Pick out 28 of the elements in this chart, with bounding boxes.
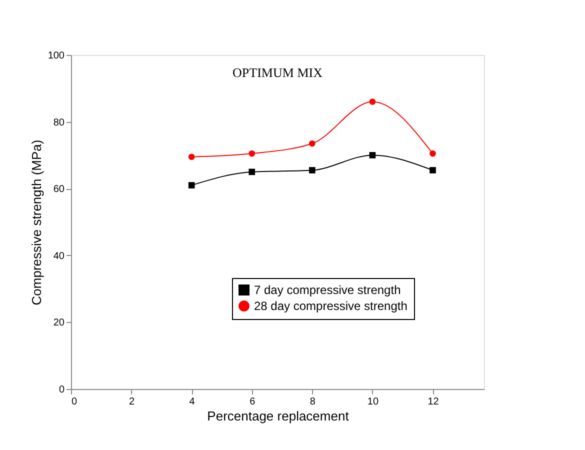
x-axis-title: Percentage replacement [207,408,350,424]
point [248,150,256,157]
point [309,167,316,174]
point [188,154,195,160]
y-tick-label: 100 [48,50,65,62]
y-axis-title: Compressive strength (MPa) [28,140,44,306]
x-tick-label: 8 [310,396,316,408]
legend-label: 7 day compressive strength [254,283,401,297]
point [430,150,436,157]
point [369,152,376,158]
legend-label: 28 day compressive strength [254,299,408,313]
x-tick-label: 2 [129,396,136,408]
y-tick-label: 40 [53,250,65,262]
x-tick-label: 4 [189,396,196,408]
point [188,182,195,188]
x-tick-label: 0 [72,396,78,408]
y-tick-label: 20 [53,318,65,329]
text: OPTIMUM MIX [232,65,324,80]
y-tick-label: 0 [58,384,65,396]
point [369,98,376,105]
point [248,168,256,176]
x-tick-label: 10 [367,396,379,408]
y-tick-label: 80 [53,117,65,128]
point [430,167,436,174]
y-tick-label: 60 [53,184,65,196]
point [309,140,316,147]
x-tick-label: 6 [250,396,256,408]
x-tick-label: 12 [428,396,440,408]
